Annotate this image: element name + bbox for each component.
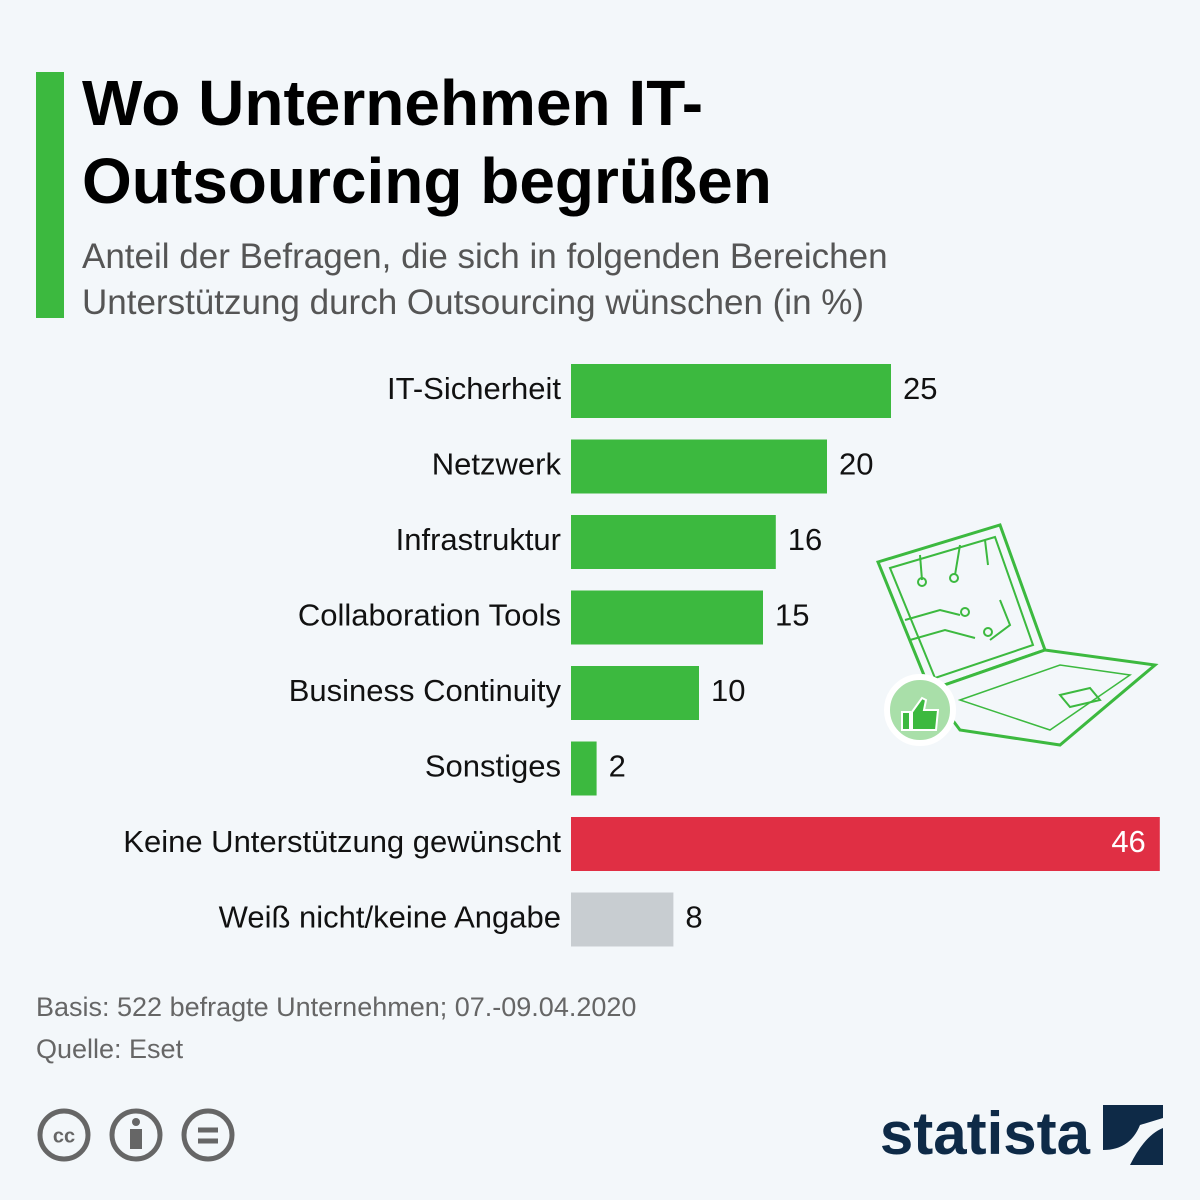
value-label: 15 [775, 598, 809, 633]
category-label: Keine Unterstützung gewünscht [123, 824, 561, 859]
value-label: 10 [711, 673, 745, 708]
chart-title: Wo Unternehmen IT-Outsourcing begrüßen [82, 67, 772, 217]
category-label: Collaboration Tools [298, 598, 561, 633]
bar [571, 817, 1160, 871]
category-label: Infrastruktur [396, 522, 561, 557]
value-label: 16 [788, 522, 822, 557]
category-label: Sonstiges [425, 749, 561, 784]
category-label: IT-Sicherheit [387, 371, 561, 406]
accent-bar [36, 72, 64, 318]
laptop-illustration [875, 523, 1159, 747]
value-label: 8 [685, 900, 702, 935]
svg-text:cc: cc [53, 1125, 75, 1147]
brand-mark [1103, 1105, 1163, 1165]
bar [571, 364, 891, 418]
chart-subtitle: Anteil der Befragen, die sich in folgend… [82, 237, 888, 322]
value-label: 46 [1111, 824, 1145, 859]
license-icons: cc [37, 1108, 235, 1162]
value-label: 2 [609, 749, 626, 784]
category-label: Weiß nicht/keine Angabe [219, 900, 561, 935]
bar [571, 892, 674, 947]
bar [571, 741, 597, 796]
category-label: Business Continuity [289, 673, 562, 708]
category-label: Netzwerk [432, 447, 562, 482]
bar [571, 590, 763, 645]
footnote: Basis: 522 befragte Unternehmen; 07.-09.… [36, 992, 636, 1022]
bar [571, 515, 776, 569]
value-label: 20 [839, 447, 873, 482]
bar [571, 439, 827, 494]
bar [571, 666, 699, 720]
footnote: Quelle: Eset [36, 1034, 184, 1064]
value-label: 25 [903, 371, 937, 406]
brand-logo: statista [880, 1100, 1091, 1167]
